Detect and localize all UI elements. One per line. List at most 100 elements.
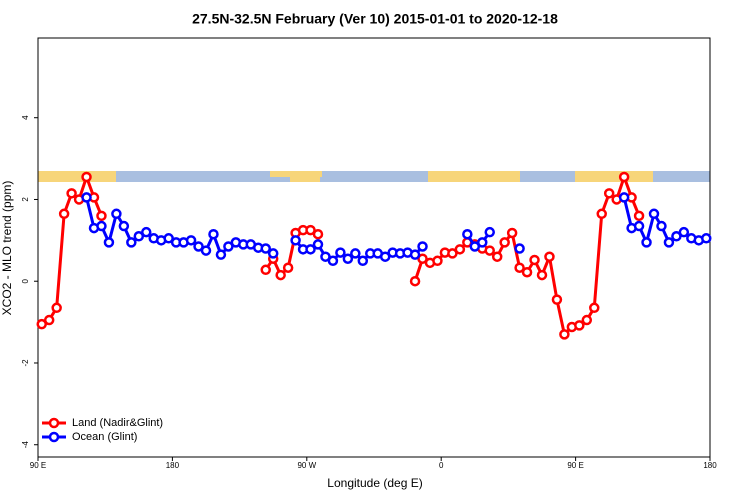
point [484,226,495,238]
x-tick-label: 90 E [30,461,46,470]
point [163,233,174,244]
point [58,208,70,220]
point [81,171,92,183]
point [260,264,271,276]
point [648,208,660,220]
point [111,208,122,220]
point [141,226,152,238]
point [36,318,47,330]
point [656,220,667,232]
point [417,253,428,264]
y-axis-title: XCO2 - MLO trend (ppm) [0,181,14,316]
point [589,302,600,314]
point [305,224,316,236]
point [574,320,585,331]
point [603,188,615,199]
point [118,220,130,232]
point [514,262,525,273]
point [200,245,212,256]
point [275,269,286,281]
legend-label: Land (Nadir&Glint) [72,417,163,429]
point [357,255,369,267]
point [551,294,563,305]
x-axis-title: Longitude (deg E) [327,476,422,490]
point [633,220,645,232]
point [327,255,339,267]
point [678,226,690,238]
point [66,188,77,199]
y-tick-label: 2 [21,197,30,202]
point [185,235,197,246]
point [103,237,115,248]
point [499,237,510,248]
point [663,237,675,248]
plot-frame [37,37,711,458]
point [536,269,548,281]
legend-marker [48,431,60,443]
point [193,241,204,252]
point [133,231,145,242]
point [96,210,107,222]
point [208,228,219,240]
map-strip [38,171,710,182]
point [312,228,324,240]
y-tick-label: -4 [21,441,30,449]
legend-label: Ocean (Glint) [72,431,137,443]
point [514,243,525,254]
point [215,249,227,260]
point [417,241,428,252]
point [641,237,652,248]
y-tick-label: 0 [21,278,30,283]
point [462,228,473,240]
point [469,241,481,252]
y-tick-label: 4 [21,115,30,120]
point [409,275,421,287]
point [350,248,361,259]
point [633,210,645,222]
x-tick-label: 90 W [297,461,316,470]
point [305,244,316,255]
point [342,253,354,264]
point [454,244,466,255]
point [260,243,271,254]
point [559,329,570,340]
point [81,192,92,203]
x-tick-label: 180 [703,461,717,470]
point [491,251,503,262]
point [267,248,279,259]
point [544,251,555,262]
y-tick-label: -2 [21,359,30,367]
point [51,302,62,314]
point [335,247,346,258]
legend-marker [48,417,60,429]
point [618,192,630,203]
point [596,208,607,220]
point [409,249,421,260]
point [671,231,682,242]
point [447,248,458,259]
point [581,314,593,326]
point [506,227,518,239]
point [477,237,488,248]
point [96,220,107,232]
point [223,241,234,252]
point [126,237,137,248]
point [43,314,55,326]
point [521,266,533,278]
point [282,262,294,273]
point [432,255,443,267]
point [320,251,331,262]
point [379,251,391,262]
point [529,254,540,266]
point [290,235,301,246]
point [701,233,712,244]
chart-title: 27.5N-32.5N February (Ver 10) 2015-01-01… [192,11,558,27]
point [618,171,630,183]
x-tick-label: 180 [166,461,180,470]
x-tick-label: 90 E [567,461,583,470]
point [484,245,495,256]
point [312,239,324,250]
x-tick-label: 0 [439,461,444,470]
